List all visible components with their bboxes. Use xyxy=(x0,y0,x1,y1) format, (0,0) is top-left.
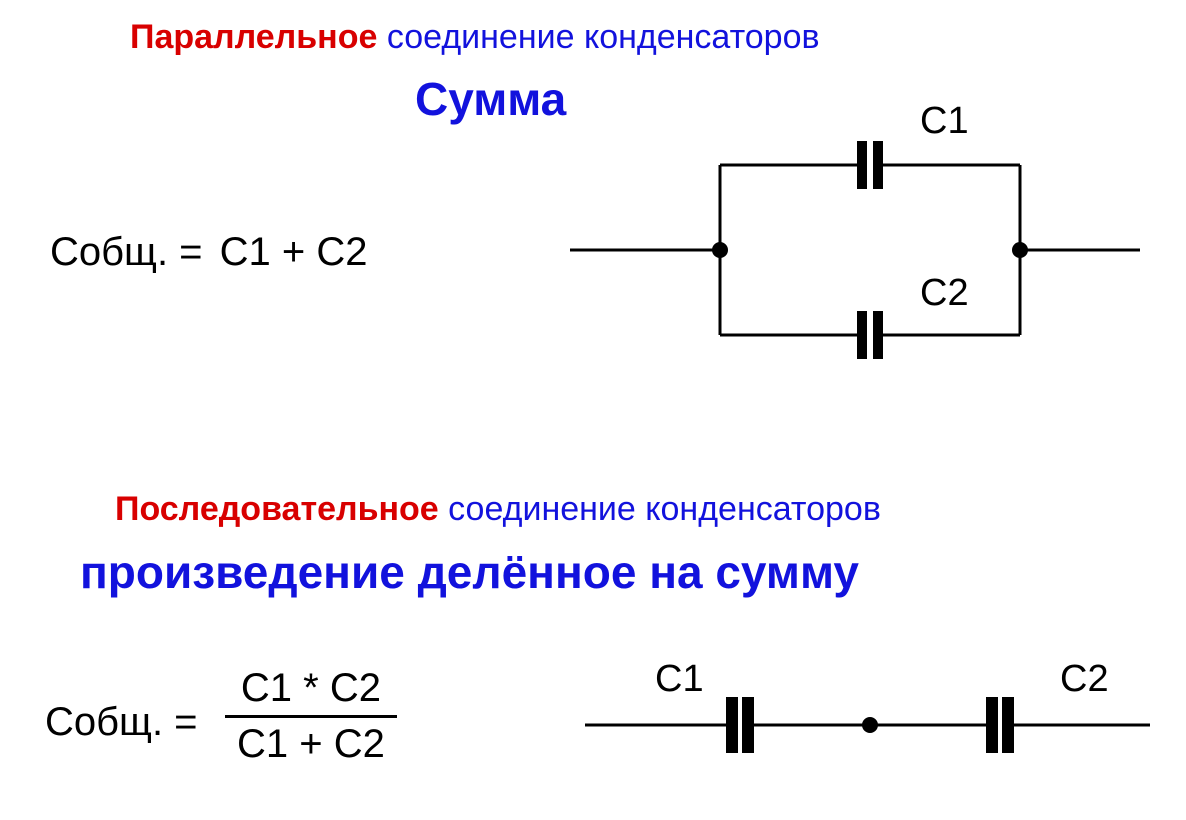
series-circuit xyxy=(0,0,1186,820)
series-c1-label: C1 xyxy=(655,658,704,701)
series-c2-label: C2 xyxy=(1060,658,1109,701)
